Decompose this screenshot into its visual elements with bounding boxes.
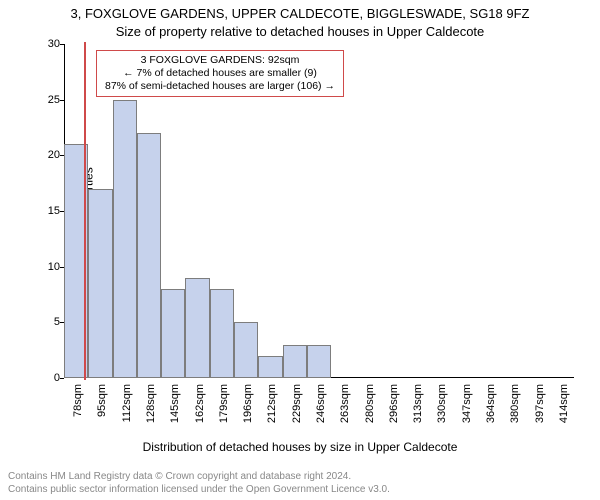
x-tick-label: 313sqm — [412, 384, 424, 423]
y-tick-label: 15 — [36, 205, 60, 217]
histogram-bar — [161, 289, 185, 378]
property-marker-line — [84, 42, 86, 380]
x-tick-label: 380sqm — [509, 384, 521, 423]
x-tick-label: 246sqm — [315, 384, 327, 423]
x-tick-label: 162sqm — [194, 384, 206, 423]
y-tick-mark — [60, 44, 64, 45]
y-tick-label: 10 — [36, 261, 60, 273]
x-tick-label: 263sqm — [339, 384, 351, 423]
histogram-bar — [283, 345, 307, 378]
x-tick-label: 78sqm — [72, 384, 84, 417]
plot-area: 05101520253078sqm95sqm112sqm128sqm145sqm… — [64, 44, 574, 378]
x-tick-label: 229sqm — [291, 384, 303, 423]
x-tick-label: 296sqm — [388, 384, 400, 423]
footer-attribution: Contains HM Land Registry data © Crown c… — [8, 471, 592, 496]
y-tick-label: 20 — [36, 149, 60, 161]
x-tick-label: 280sqm — [364, 384, 376, 423]
y-tick-mark — [60, 378, 64, 379]
y-tick-label: 30 — [36, 38, 60, 50]
x-axis-label: Distribution of detached houses by size … — [0, 440, 600, 454]
x-tick-label: 196sqm — [242, 384, 254, 423]
chart-title-line1: 3, FOXGLOVE GARDENS, UPPER CALDECOTE, BI… — [0, 6, 600, 21]
x-tick-label: 112sqm — [121, 384, 133, 422]
x-tick-label: 128sqm — [145, 384, 157, 423]
chart-container: 3, FOXGLOVE GARDENS, UPPER CALDECOTE, BI… — [0, 0, 600, 500]
chart-title-line2: Size of property relative to detached ho… — [0, 24, 600, 39]
histogram-bar — [234, 322, 258, 378]
histogram-bar — [137, 133, 161, 378]
legend-line3: 87% of semi-detached houses are larger (… — [105, 80, 335, 93]
histogram-bar — [210, 289, 234, 378]
histogram-bar — [258, 356, 282, 378]
x-tick-label: 397sqm — [534, 384, 546, 423]
x-tick-label: 145sqm — [169, 384, 181, 423]
y-tick-label: 5 — [36, 316, 60, 328]
legend-line1: 3 FOXGLOVE GARDENS: 92sqm — [105, 54, 335, 67]
footer-line1: Contains HM Land Registry data © Crown c… — [8, 471, 592, 484]
x-tick-label: 364sqm — [485, 384, 497, 423]
x-tick-label: 414sqm — [558, 384, 570, 423]
x-tick-label: 95sqm — [96, 384, 108, 417]
histogram-bar — [113, 100, 137, 378]
histogram-bar — [307, 345, 331, 378]
legend-line2: ← 7% of detached houses are smaller (9) — [105, 67, 335, 80]
x-tick-label: 179sqm — [218, 384, 230, 423]
histogram-bar — [185, 278, 209, 378]
histogram-bar — [88, 189, 112, 378]
x-tick-label: 330sqm — [436, 384, 448, 423]
x-tick-label: 347sqm — [461, 384, 473, 423]
legend-box: 3 FOXGLOVE GARDENS: 92sqm← 7% of detache… — [96, 50, 344, 97]
x-tick-label: 212sqm — [266, 384, 278, 423]
y-tick-label: 0 — [36, 372, 60, 384]
y-tick-label: 25 — [36, 94, 60, 106]
y-tick-mark — [60, 100, 64, 101]
footer-line2: Contains public sector information licen… — [8, 484, 592, 497]
